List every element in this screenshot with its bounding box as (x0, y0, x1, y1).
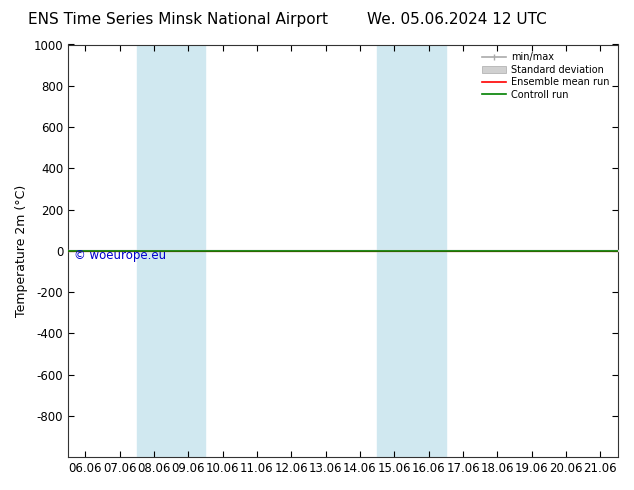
Y-axis label: Temperature 2m (°C): Temperature 2m (°C) (15, 185, 28, 317)
Bar (137, 45, 205, 457)
Text: ENS Time Series Minsk National Airport: ENS Time Series Minsk National Airport (27, 12, 328, 27)
Text: We. 05.06.2024 12 UTC: We. 05.06.2024 12 UTC (366, 12, 547, 27)
Legend: min/max, Standard deviation, Ensemble mean run, Controll run: min/max, Standard deviation, Ensemble me… (479, 49, 612, 102)
Text: © woeurope.eu: © woeurope.eu (74, 249, 165, 262)
Bar (377, 45, 446, 457)
